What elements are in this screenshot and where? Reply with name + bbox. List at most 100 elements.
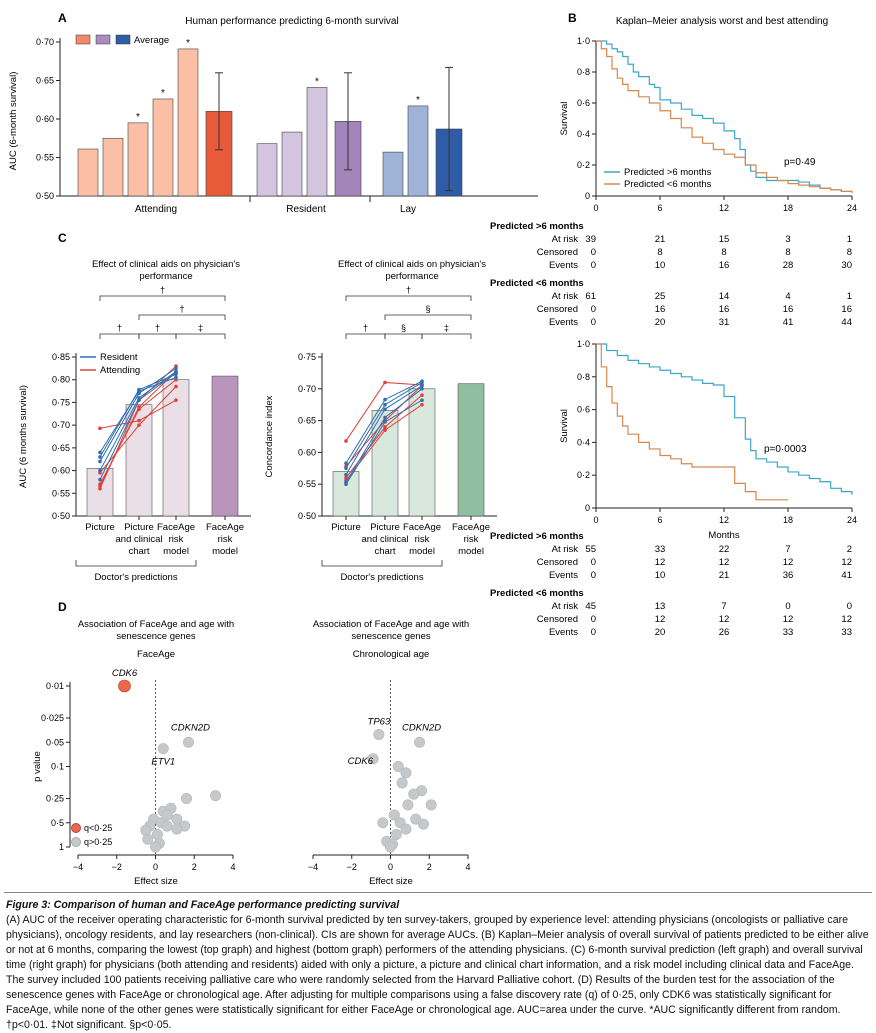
d-y-tick-label: 1	[59, 842, 64, 852]
panel-d-left-chart: Association of FaceAge and age withsenes…	[32, 619, 236, 887]
resident-point	[98, 468, 102, 473]
resident-point	[344, 461, 348, 466]
significance-bracket	[421, 333, 472, 339]
c-category-label: Picture	[331, 522, 361, 533]
d-x-tick-label: 2	[427, 862, 432, 872]
risk-cell: 0	[591, 614, 596, 625]
c-y-tick-label: 0·55	[52, 488, 70, 498]
d-y-tick-label: 0·1	[51, 762, 64, 772]
legend-lay-swatch	[115, 34, 131, 45]
risk-table-title: Predicted <6 months	[490, 278, 584, 289]
bar-attending-4	[152, 98, 174, 197]
gene-point	[390, 829, 402, 841]
gene-point	[402, 799, 414, 811]
risk-cell: 0	[591, 557, 596, 568]
attending-point	[420, 402, 424, 407]
group-label-attending: Attending	[135, 204, 177, 215]
gene-point	[150, 841, 162, 853]
risk-cell: 41	[783, 317, 794, 328]
risk-cell: 33	[841, 627, 852, 638]
significance-bracket	[99, 333, 140, 339]
risk-cell: 8	[847, 247, 852, 258]
bar-lay-1	[382, 151, 404, 197]
resident-point	[420, 387, 424, 391]
d-y-tick-label: 0·25	[46, 794, 64, 804]
km-x-tick-label: 6	[657, 515, 662, 525]
c-category-label: FaceAge	[452, 522, 490, 533]
gene-point	[425, 799, 437, 811]
panel-c-left-chart: Effect of clinical aids on physician'spe…	[18, 259, 251, 583]
c-y-tick-label: 0·65	[298, 416, 316, 426]
risk-cell: 16	[719, 260, 730, 271]
gene-point	[384, 841, 396, 853]
significance-symbol: †	[179, 304, 184, 314]
d-y-tick-label: 0·05	[46, 737, 64, 747]
panel-b-top-chart: 0 0·2 0·4 0·6 0·8 1·0 0 6 12 18 24 Survival p=0·49 Pr…	[559, 36, 857, 213]
km-y-tick-label: 1·0	[577, 36, 590, 46]
d-x-tick-label: −4	[308, 862, 318, 872]
c-y-tick-label: 0·70	[298, 384, 316, 394]
risk-cell: 16	[655, 304, 666, 315]
significance-symbol: ‡	[444, 323, 449, 333]
risk-cell: 25	[655, 291, 666, 302]
resident-point	[344, 466, 348, 471]
risk-row-label: At risk	[552, 601, 579, 612]
km-x-label: Months	[708, 530, 739, 541]
attending-point	[98, 486, 102, 491]
attending-point	[98, 426, 102, 431]
gene-point	[161, 809, 173, 821]
c-category-label: risk	[464, 534, 479, 545]
significance-star: *	[416, 95, 420, 106]
attending-point	[344, 439, 348, 443]
d-y-tick-label: 0·01	[46, 681, 64, 691]
gene-point	[181, 793, 193, 805]
gene-point	[367, 753, 379, 765]
panel-a-label: A	[58, 11, 67, 25]
panel-d-title-line1: Association of FaceAge and age with	[313, 619, 469, 630]
panel-d-subtitle: Chronological age	[353, 649, 430, 660]
attending-point	[137, 423, 141, 427]
c-y-tick-label: 0·55	[298, 479, 316, 489]
risk-cell: 0	[847, 601, 852, 612]
d-x-label: Effect size	[369, 876, 413, 887]
risk-table-title: Predicted <6 months	[490, 588, 584, 599]
risk-cell: 10	[655, 260, 666, 271]
risk-cell: 0	[785, 601, 790, 612]
c-category-label: risk	[218, 534, 233, 545]
risk-cell: 16	[719, 304, 730, 315]
bar-attending-5	[177, 48, 199, 197]
d-x-tick-label: −2	[347, 862, 357, 872]
risk-cell: 28	[783, 260, 794, 271]
resident-point	[383, 420, 387, 424]
gene-point	[142, 833, 154, 845]
resident-point	[137, 398, 141, 402]
risk-row-label: Censored	[537, 247, 578, 258]
km-y-tick-label: 0·4	[577, 129, 590, 139]
risk-table-title: Predicted >6 months	[490, 221, 584, 232]
risk-cell: 14	[719, 291, 730, 302]
km-x-tick-label: 24	[847, 515, 857, 525]
c-category-label: model	[212, 546, 238, 557]
caption-body: (A) AUC of the receiver operating charac…	[6, 914, 869, 1031]
legend-sig-label: q<0·25	[84, 823, 112, 833]
gene-label-cdkn2d: CDKN2D	[171, 722, 210, 733]
c-category-label: Picture	[124, 522, 154, 533]
attending-point	[174, 398, 178, 402]
bar-resident-2	[281, 131, 303, 197]
km-y-tick-label: 0·6	[577, 98, 590, 108]
risk-row-label: Events	[549, 317, 578, 328]
doctors-predictions-label: Doctor's predictions	[94, 572, 177, 583]
risk-row-label: Censored	[537, 614, 578, 625]
risk-cell: 26	[719, 627, 730, 638]
resident-point	[420, 383, 424, 388]
panel-d-title-line1: Association of FaceAge and age with	[78, 619, 234, 630]
d-x-tick-label: −2	[112, 862, 122, 872]
resident-point	[174, 371, 178, 375]
gene-point	[400, 823, 412, 835]
panel-c-title-line2: performance	[139, 271, 192, 282]
risk-cell: 4	[785, 291, 790, 302]
gene-label-cdk6: CDK6	[112, 668, 138, 679]
c-bar-3	[408, 388, 436, 517]
significance-symbol: †	[406, 285, 411, 295]
